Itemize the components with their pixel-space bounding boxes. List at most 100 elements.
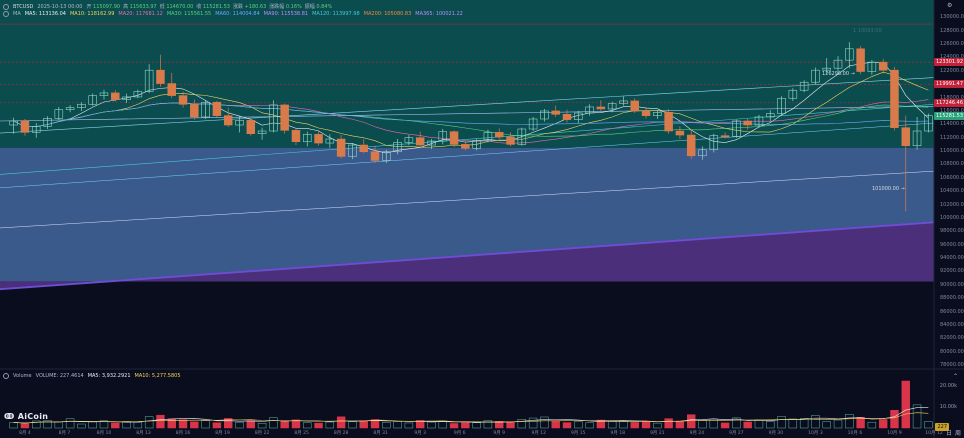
price-tag: 123301.92 [934, 58, 964, 67]
price-axis-label: 100000.00 [940, 214, 964, 221]
price-axis-label: 94000.00 [940, 255, 964, 262]
volume-bar [224, 418, 233, 429]
candle-body [449, 131, 459, 145]
ma-value: MA365: 100021.22 [415, 11, 463, 17]
candle-body [178, 95, 188, 105]
volume-bar [924, 421, 933, 429]
candle-body [867, 61, 877, 72]
price-tag: 117246.46 [934, 98, 964, 107]
candle-body [777, 97, 786, 114]
candle-body [257, 130, 267, 134]
price-axis-label: 128000.00 [940, 27, 964, 34]
volume-bar [178, 419, 188, 429]
candle-body [31, 126, 41, 133]
price-axis-label: 80000.00 [940, 348, 964, 355]
collapse-chevron-icon[interactable]: ⌃ [953, 373, 959, 380]
candle-body [223, 115, 233, 126]
volume-bar [472, 422, 481, 429]
volume-bar [190, 421, 199, 429]
time-axis-label: 9月 21 [650, 431, 665, 436]
volume-bar [156, 414, 165, 429]
price-axis-label: 98000.00 [940, 228, 964, 235]
ohlc-readout: 开 115097.90 高 115633.97 低 114670.00 收 11528… [86, 3, 335, 10]
volume-bar [280, 420, 289, 429]
time-axis-label: 8月 7 [58, 431, 71, 436]
volume-bar [43, 420, 52, 429]
trend-line-3 [0, 103, 935, 175]
candle-body [833, 59, 843, 69]
volume-bar [766, 421, 775, 429]
volume-bar [687, 414, 696, 429]
volume-bar [743, 421, 752, 429]
price-axis-label: 88000.00 [940, 295, 964, 302]
visibility-eye-icon[interactable] [3, 3, 9, 10]
price-axis-label: 82000.00 [940, 335, 964, 342]
candle-body [551, 110, 560, 115]
price-axis-label: 90000.00 [940, 281, 964, 288]
candle-body [235, 120, 244, 126]
time-axis-label: 8月 16 [175, 431, 191, 436]
ma-value: MA20: 117681.12 [118, 11, 163, 17]
period-week-button[interactable]: 周 [955, 430, 962, 437]
volume-bar [833, 419, 843, 429]
volume-bar [99, 420, 109, 429]
volume-bar [269, 417, 278, 429]
candle-body [156, 69, 165, 84]
candle-body [54, 109, 64, 119]
candle-body [280, 104, 289, 131]
candle-body [190, 103, 199, 118]
price-tag: 119991.47 [934, 80, 964, 89]
faint-annotation: 1 10093.00 [853, 28, 882, 34]
time-axis-label: 9月 6 [453, 431, 466, 436]
volume-bar [799, 418, 809, 429]
volume-bar [257, 423, 267, 429]
candle-body [811, 69, 820, 83]
high-annotation: 126296.00 → [822, 71, 855, 77]
time-axis-label: 8月 10 [96, 431, 112, 436]
candle-body [427, 140, 436, 146]
candle-body [167, 83, 176, 96]
candle-body [766, 113, 775, 118]
time-axis-label: 9月 30 [768, 431, 784, 436]
time-axis-label: 9月 18 [610, 431, 626, 436]
volume-legend[interactable]: Volume VOLUME: 227.4614 MA5: 3,932.2921 … [3, 373, 181, 379]
candle-body [246, 120, 256, 134]
ohlc-item: 涨跌幅 0.16% [269, 4, 302, 10]
volume-bar [528, 417, 538, 429]
price-axis-label: 118000.00 [940, 94, 964, 101]
brand-name: AiCoin [17, 412, 49, 421]
volume-bar [506, 421, 515, 429]
volume-bar [201, 420, 210, 429]
candle-body [506, 136, 515, 145]
ohlc-item: 收 115281.53 [196, 4, 230, 10]
candle-body [314, 134, 323, 144]
period-day-button[interactable]: 日 [946, 430, 953, 437]
ma-visibility-eye-icon[interactable] [3, 11, 9, 17]
volume-bar [540, 416, 549, 429]
time-axis-label: 9月 15 [571, 431, 586, 436]
volume-bar [788, 418, 798, 429]
price-axis-label: 110000.00 [940, 148, 964, 155]
candle-body [607, 103, 617, 110]
volume-bar [856, 417, 865, 429]
symbol-label: BTCUSD [13, 3, 34, 10]
time-axis-label: 9月 9 [493, 431, 506, 436]
price-tag: 115281.53 [934, 111, 964, 120]
volume-bar [867, 421, 877, 429]
candle-body [743, 120, 752, 126]
volume-label: Volume [13, 373, 32, 379]
candle-body [562, 114, 572, 120]
volume-visibility-eye-icon[interactable] [3, 373, 9, 379]
time-axis-label: 8月 13 [136, 431, 151, 436]
time-axis-label: 10月 3 [808, 431, 823, 436]
volume-bar [370, 419, 380, 429]
settings-gear-icon[interactable]: ⚙ [947, 2, 953, 9]
ma-line-10 [13, 71, 929, 148]
datetime-label: 2025-10-13 00:00 [37, 3, 83, 10]
ma-legend[interactable]: MA MA5: 113136.04 MA10: 118162.99 MA20: 11… [3, 11, 463, 17]
candle-body [20, 120, 30, 133]
candle-body [596, 106, 606, 110]
ma-value: MA60: 114004.84 [215, 11, 260, 17]
volume-bar [732, 417, 741, 429]
